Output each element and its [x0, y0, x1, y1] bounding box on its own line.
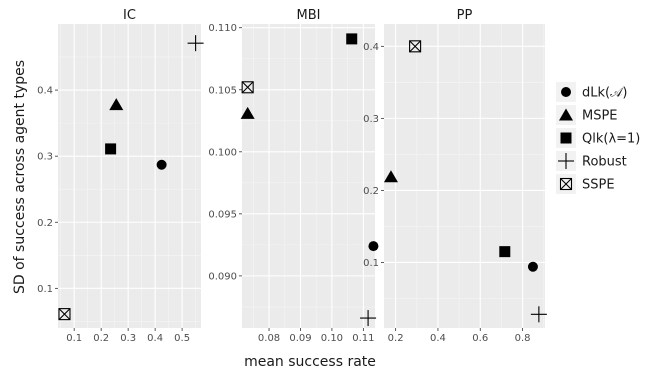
- legend-label: SSPE: [582, 178, 615, 193]
- y-tick-label: 0.100: [208, 147, 237, 158]
- y-tick-label: 0.2: [37, 218, 53, 229]
- facet-panels: IC 0.1 0.2 0.3 0.4 0.5 0.1 0.2 0.3 0.4 MBI 0.08 0.09…: [37, 4, 547, 344]
- legend-item: Qlk(λ=1): [556, 128, 640, 148]
- facet-panel-pp: PP 0.2 0.4 0.6 0.8 0.1 0.2 0.3 0.4: [363, 4, 547, 344]
- x-tick-label: 0.08: [258, 333, 280, 344]
- y-tick-label: 0.110: [208, 23, 237, 34]
- data-point: [109, 98, 124, 111]
- x-tick-label: 0.11: [352, 333, 374, 344]
- legend-item: MSPE: [556, 105, 618, 125]
- x-tick-label: 0.2: [388, 333, 404, 344]
- y-axis-title: SD of success across agent types: [12, 60, 28, 294]
- y-tick-label: 0.105: [208, 85, 237, 96]
- data-point: [105, 143, 117, 155]
- data-point: [527, 261, 538, 272]
- legend-marker: [558, 153, 574, 169]
- data-point: [346, 33, 358, 45]
- legend-marker: [559, 177, 573, 191]
- y-tick-label: 0.4: [363, 42, 379, 53]
- y-tick-label: 0.4: [37, 86, 53, 97]
- y-tick-label: 0.095: [208, 209, 237, 220]
- x-tick-label: 0.09: [289, 333, 311, 344]
- x-tick-label: 0.3: [120, 333, 136, 344]
- legend-label: Robust: [582, 155, 627, 170]
- y-tick-label: 0.3: [363, 114, 379, 125]
- facet-panel-mbi: MBI 0.08 0.09 0.10 0.11 0.090 0.095 0.100 0.105 0…: [208, 4, 379, 344]
- data-point: [58, 308, 71, 321]
- plot-background: [242, 24, 375, 328]
- x-tick-label: 0.8: [515, 333, 531, 344]
- legend-label: dLk(𝒜): [582, 86, 627, 101]
- data-point: [360, 310, 377, 327]
- legend-marker: [560, 132, 572, 144]
- x-axis-title: mean success rate: [244, 354, 376, 370]
- y-tick-label: 0.2: [363, 186, 379, 197]
- legend: dLk(𝒜) MSPE Qlk(λ=1) Robust SSPE: [556, 80, 660, 197]
- data-point: [383, 170, 398, 183]
- data-point: [187, 35, 204, 52]
- data-point: [409, 40, 422, 53]
- data-point: [530, 306, 547, 323]
- legend-item: dLk(𝒜): [556, 82, 627, 102]
- legend-marker: [559, 108, 573, 121]
- x-tick-label: 0.4: [147, 333, 163, 344]
- x-tick-label: 0.10: [321, 333, 343, 344]
- data-point: [156, 159, 167, 170]
- x-tick-label: 0.6: [472, 333, 488, 344]
- facet-strip: [384, 4, 545, 24]
- data-point: [499, 246, 511, 258]
- data-point: [241, 81, 254, 94]
- legend-label: MSPE: [582, 109, 618, 124]
- legend-marker: [561, 87, 571, 97]
- legend-label: Qlk(λ=1): [582, 132, 640, 147]
- y-tick-label: 0.1: [363, 258, 379, 269]
- x-tick-label: 0.5: [174, 333, 190, 344]
- legend-item: Robust: [556, 151, 627, 171]
- facet-title: IC: [123, 8, 136, 23]
- facet-strip: [242, 4, 375, 24]
- y-tick-label: 0.1: [37, 284, 53, 295]
- plot-background: [58, 24, 201, 328]
- x-tick-label: 0.1: [66, 333, 82, 344]
- facet-title: PP: [457, 8, 473, 23]
- plot-background: [384, 24, 545, 328]
- data-point: [368, 241, 379, 252]
- legend-item: SSPE: [556, 174, 615, 194]
- y-tick-label: 0.090: [208, 271, 237, 282]
- x-tick-label: 0.4: [430, 333, 446, 344]
- facet-strip: [58, 4, 201, 24]
- facet-title: MBI: [297, 8, 321, 23]
- y-tick-label: 0.3: [37, 152, 53, 163]
- x-tick-label: 0.2: [93, 333, 109, 344]
- data-point: [240, 106, 255, 119]
- facet-panel-ic: IC 0.1 0.2 0.3 0.4 0.5 0.1 0.2 0.3 0.4: [37, 4, 204, 344]
